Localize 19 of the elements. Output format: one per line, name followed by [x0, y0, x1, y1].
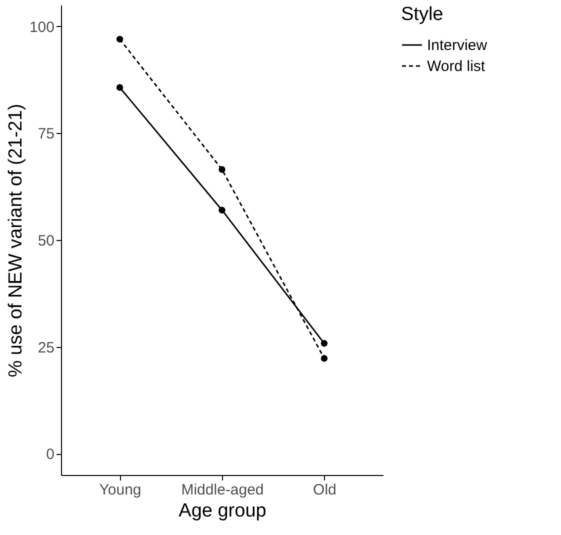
x-axis-title: Age group	[178, 500, 266, 522]
y-tick-label: 0	[46, 446, 54, 464]
legend-title: Style	[401, 4, 444, 25]
point	[320, 340, 328, 347]
point	[218, 166, 226, 173]
y-tick-label: 50	[38, 232, 54, 250]
y-tick-label: 75	[38, 126, 54, 143]
point	[320, 355, 328, 362]
y-tick-label: 100	[29, 18, 54, 36]
y-axis-title: % use of NEW variant of (21-21)	[5, 104, 26, 378]
x-tick-label: Middle-aged	[181, 482, 264, 498]
point	[116, 84, 124, 91]
point	[116, 36, 124, 43]
y-tick-label: 25	[38, 339, 54, 356]
x-tick-label: Young	[99, 482, 142, 498]
point	[218, 206, 226, 214]
x-tick-label: Old	[313, 482, 336, 498]
legend-label: Interview	[427, 37, 488, 54]
legend-label: Word list	[427, 58, 486, 75]
